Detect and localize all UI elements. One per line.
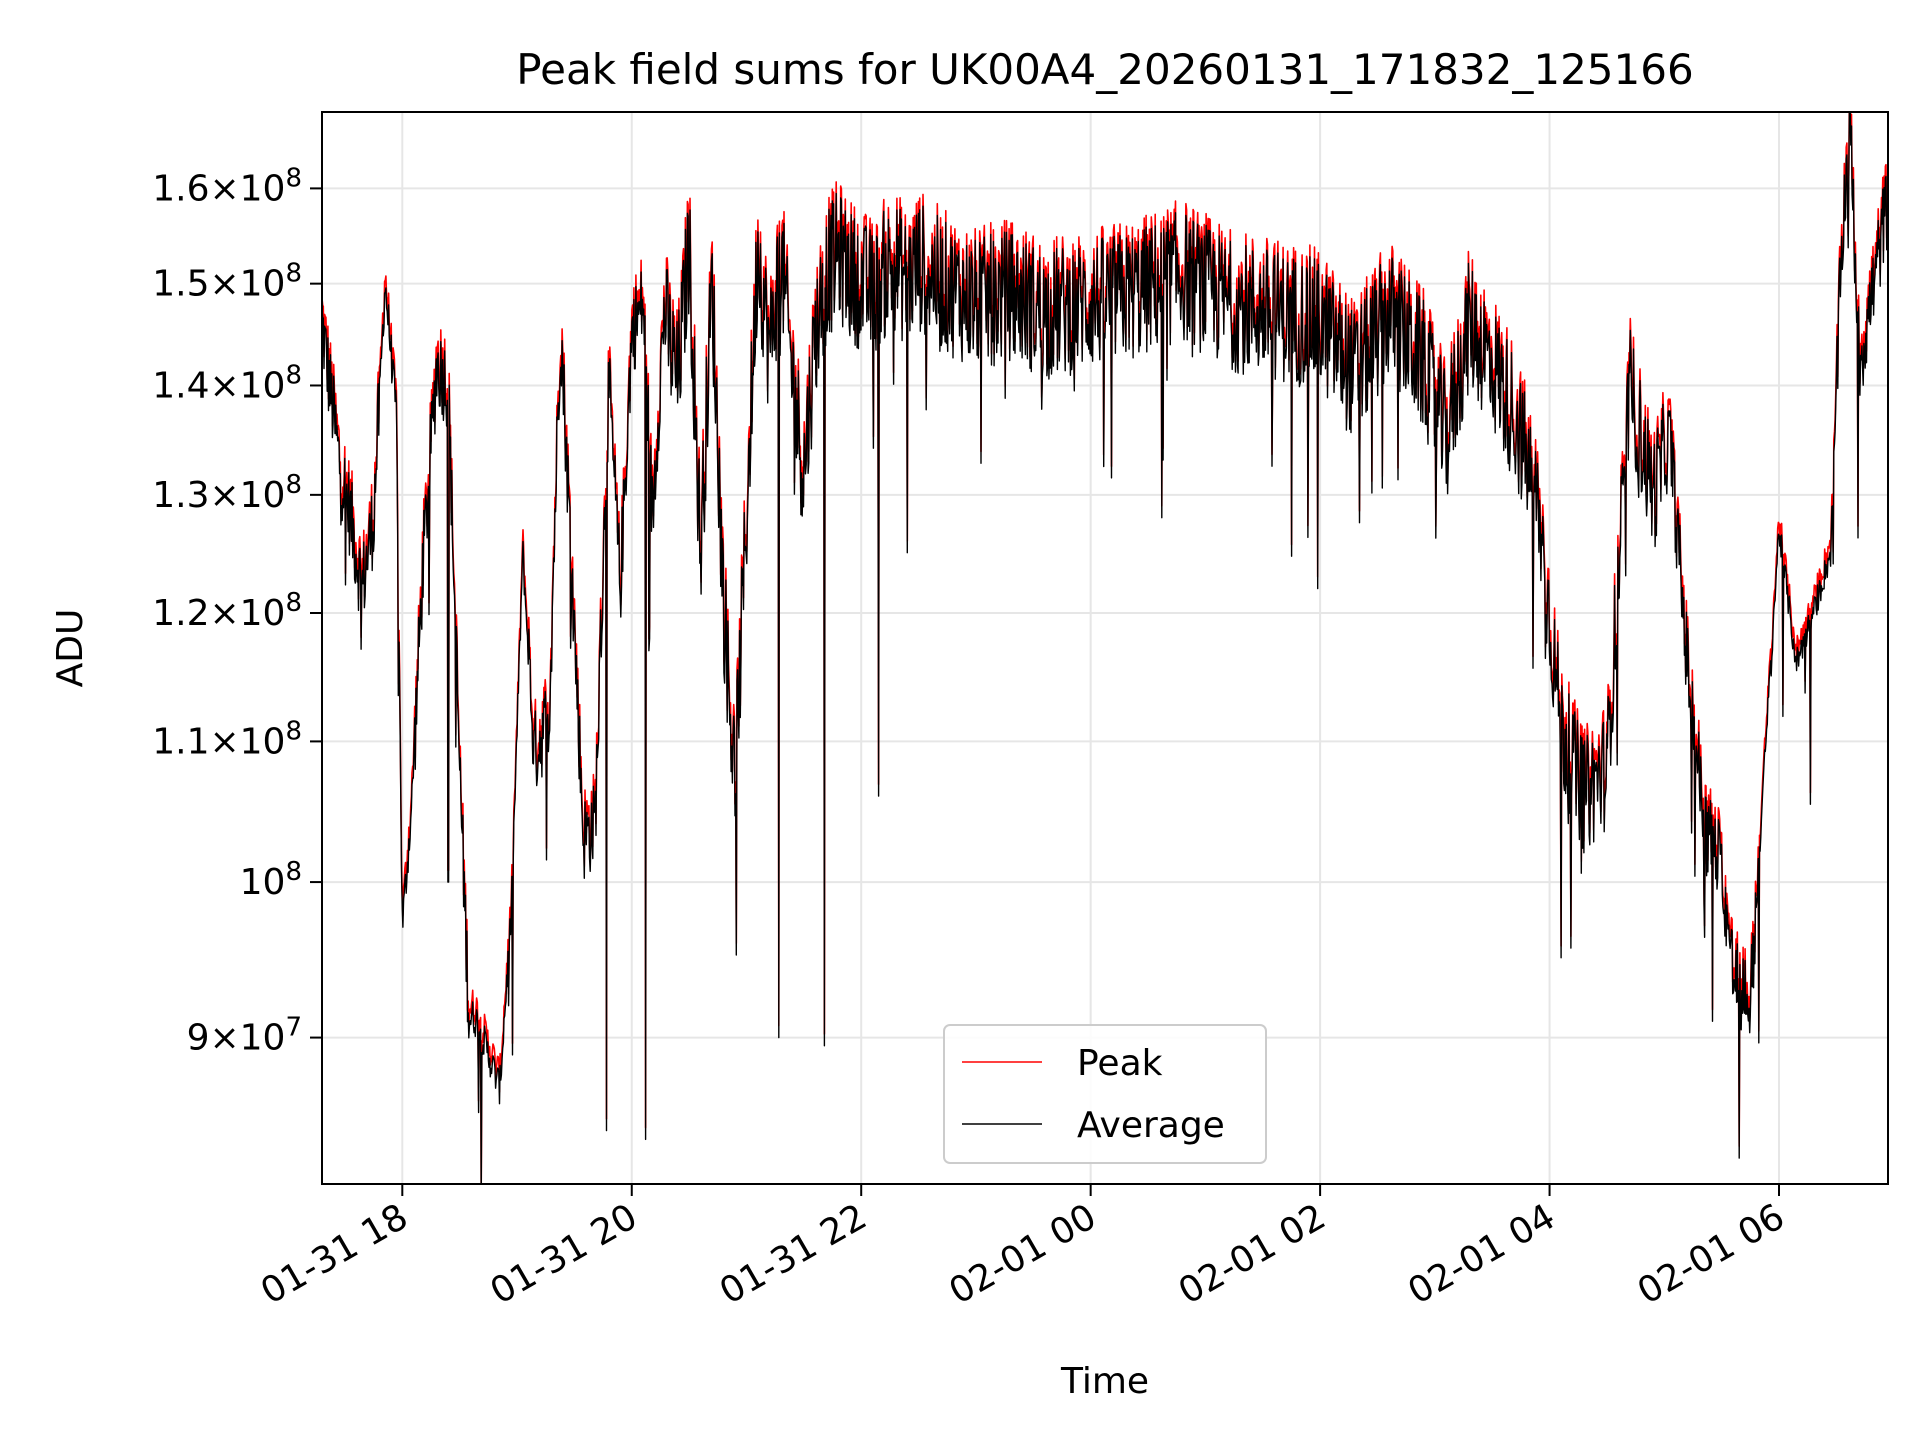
y-tick-label: 1.2×108	[152, 588, 302, 634]
legend-frame	[943, 1024, 1267, 1164]
legend-peak-label: Peak	[1077, 1043, 1163, 1084]
x-axis-label: Time	[1060, 1361, 1149, 1402]
y-tick-label: 9×107	[187, 1013, 302, 1059]
y-tick-label: 1.4×108	[152, 360, 302, 406]
legend: Peak Average	[943, 1024, 1267, 1164]
y-tick-label: 1.3×108	[152, 470, 302, 516]
y-axis-label: ADU	[50, 609, 91, 688]
y-tick-label: 1.1×108	[152, 716, 302, 762]
y-tick-label: 1.6×108	[152, 163, 302, 209]
y-tick-label: 1.5×108	[152, 259, 302, 305]
y-tick-label: 108	[240, 857, 302, 903]
chart-title: Peak field sums for UK00A4_20260131_1718…	[516, 45, 1693, 94]
legend-average-label: Average	[1077, 1105, 1225, 1146]
y-axis: 9×107 108 1.1×108 1.2×108 1.3×108 1.4×108 1.5×…	[152, 163, 322, 1059]
series-average-line	[322, 112, 1888, 1184]
plot-frame	[321, 111, 1889, 1185]
series-layer	[322, 112, 1888, 1184]
